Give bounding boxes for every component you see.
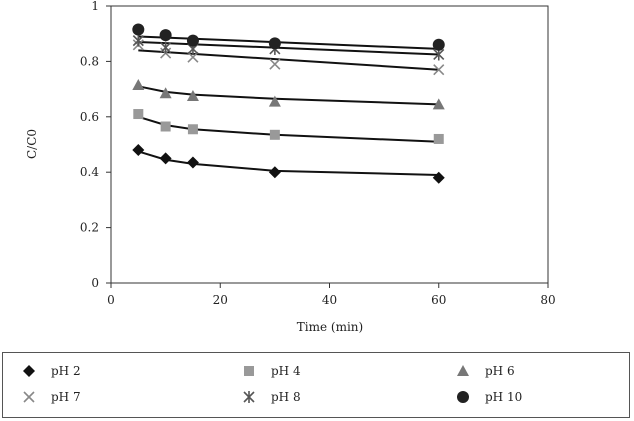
data-point-ph-4: [187, 124, 198, 135]
legend: pH 2 pH 4 pH 6 pH 7 pH 8 pH 10: [2, 352, 630, 418]
fit-line-ph-10: [138, 35, 439, 50]
legend-item-ph-10: pH 10: [455, 389, 522, 405]
data-point-ph-7: [269, 58, 281, 70]
data-point-ph-4: [160, 121, 171, 132]
y-axis-ticks: 0 0.2 0.4 0.6 0.8 1: [80, 0, 111, 290]
data-point-ph-4: [269, 129, 280, 140]
legend-marker: [457, 365, 469, 376]
data-point-ph-10: [432, 38, 445, 51]
data-markers: [132, 23, 445, 184]
x-tick-label: 20: [213, 293, 228, 307]
data-point-ph-10: [159, 29, 172, 42]
legend-item-ph-2: pH 2: [21, 363, 81, 379]
star-marker-icon: [243, 391, 255, 403]
legend-item-ph-4: pH 4: [241, 363, 301, 379]
legend-item-ph-6: pH 6: [455, 363, 515, 379]
data-point-ph-7: [187, 51, 199, 63]
triangle-marker-icon: [457, 365, 469, 376]
y-axis-title: C/C0: [25, 129, 39, 159]
data-point-ph-2: [132, 144, 145, 157]
data-point-ph-6: [432, 98, 445, 110]
data-point-ph-2: [186, 156, 199, 169]
legend-label: pH 8: [271, 390, 301, 404]
y-tick-label: 0.2: [80, 221, 99, 235]
x-axis-title: Time (min): [297, 320, 363, 334]
legend-label: pH 7: [51, 390, 81, 404]
legend-label: pH 10: [485, 390, 523, 404]
data-point-ph-6: [268, 95, 281, 107]
x-tick-label: 40: [322, 293, 337, 307]
x-tick-label: 0: [107, 293, 115, 307]
x-tick-label: 60: [431, 293, 446, 307]
circle-marker-icon: [457, 391, 469, 403]
data-point-ph-6: [186, 90, 199, 102]
chart-svg: 0 0.2 0.4 0.6 0.8 1 0 20 40 60 80 Time (min) C/C0: [25, 0, 556, 334]
square-marker-icon: [244, 366, 254, 376]
legend-marker: [23, 365, 35, 377]
data-point-ph-6: [132, 78, 145, 90]
data-point-ph-2: [432, 171, 445, 184]
x-marker-icon: [23, 391, 35, 403]
data-point-ph-10: [268, 37, 281, 50]
y-tick-label: 0.8: [80, 54, 99, 68]
diamond-marker-icon: [23, 365, 35, 377]
legend-item-ph-8: pH 8: [241, 389, 301, 405]
data-point-ph-8: [160, 41, 172, 54]
x-axis-ticks: 0 20 40 60 80: [107, 283, 556, 307]
data-point-ph-10: [186, 34, 199, 47]
data-point-ph-2: [159, 152, 172, 165]
data-point-ph-7: [433, 64, 445, 76]
x-tick-label: 80: [540, 293, 555, 307]
plot-area-border: [110, 5, 549, 284]
y-tick-label: 0: [91, 276, 99, 290]
legend-marker: [23, 391, 35, 403]
legend-label: pH 2: [51, 364, 81, 378]
data-point-ph-8: [132, 34, 144, 47]
legend-label: pH 4: [271, 364, 301, 378]
legend-marker: [457, 391, 469, 403]
y-tick-label: 0.6: [80, 110, 99, 124]
y-tick-label: 0.4: [80, 165, 99, 179]
data-point-ph-4: [433, 133, 444, 144]
data-point-ph-4: [133, 109, 144, 120]
y-tick-label: 1: [91, 0, 99, 13]
fit-lines: [138, 35, 439, 176]
data-point-ph-6: [159, 87, 172, 99]
legend-label: pH 6: [485, 364, 515, 378]
legend-item-ph-7: pH 7: [21, 389, 81, 405]
fit-line-ph-2: [138, 150, 439, 176]
data-point-ph-10: [132, 23, 145, 36]
legend-marker: [244, 366, 254, 376]
fit-line-ph-6: [138, 85, 439, 106]
legend-marker: [243, 391, 255, 403]
data-point-ph-2: [268, 166, 281, 179]
fit-line-ph-4: [138, 115, 439, 143]
